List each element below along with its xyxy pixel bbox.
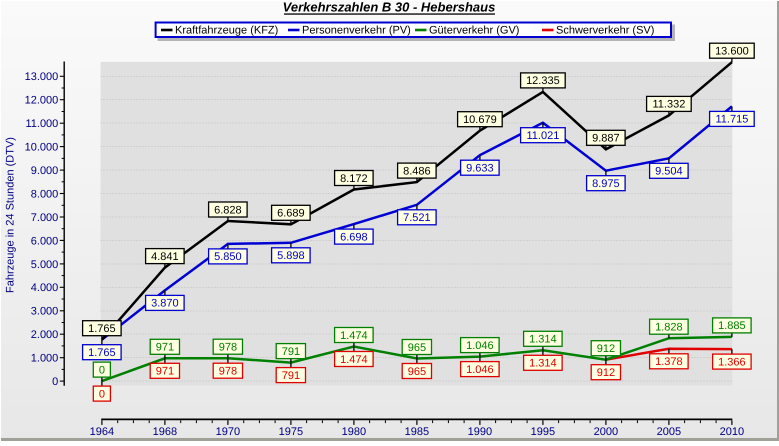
svg-text:Fahrzeuge in 24 Stunden (DTV): Fahrzeuge in 24 Stunden (DTV) bbox=[5, 137, 17, 293]
svg-text:1990: 1990 bbox=[468, 426, 492, 438]
svg-text:1.000: 1.000 bbox=[31, 353, 59, 365]
svg-text:9.000: 9.000 bbox=[31, 165, 59, 177]
svg-text:1.046: 1.046 bbox=[466, 364, 494, 376]
svg-text:791: 791 bbox=[282, 370, 300, 382]
svg-text:1980: 1980 bbox=[342, 426, 366, 438]
svg-text:2000: 2000 bbox=[594, 426, 618, 438]
svg-text:978: 978 bbox=[219, 366, 237, 378]
svg-text:912: 912 bbox=[597, 367, 615, 379]
svg-text:1.765: 1.765 bbox=[88, 323, 116, 335]
svg-text:11.021: 11.021 bbox=[526, 130, 559, 142]
svg-text:5.850: 5.850 bbox=[214, 251, 242, 263]
svg-text:1.474: 1.474 bbox=[340, 354, 368, 366]
svg-text:1.765: 1.765 bbox=[88, 347, 116, 359]
svg-text:971: 971 bbox=[156, 366, 174, 378]
svg-text:11.715: 11.715 bbox=[715, 114, 748, 126]
svg-text:0: 0 bbox=[99, 388, 105, 400]
svg-text:1964: 1964 bbox=[90, 426, 114, 438]
svg-text:978: 978 bbox=[219, 342, 237, 354]
svg-text:13.000: 13.000 bbox=[25, 71, 59, 83]
svg-text:8.975: 8.975 bbox=[592, 178, 620, 190]
svg-text:Kraftfahrzeuge (KFZ): Kraftfahrzeuge (KFZ) bbox=[175, 25, 278, 37]
svg-text:1985: 1985 bbox=[405, 426, 429, 438]
svg-text:5.000: 5.000 bbox=[31, 259, 59, 271]
svg-text:1.828: 1.828 bbox=[655, 322, 683, 334]
svg-text:7.521: 7.521 bbox=[403, 212, 431, 224]
svg-text:965: 965 bbox=[408, 366, 426, 378]
svg-text:1.885: 1.885 bbox=[718, 320, 746, 332]
svg-text:11.000: 11.000 bbox=[25, 118, 58, 130]
svg-text:0: 0 bbox=[52, 376, 58, 388]
svg-text:791: 791 bbox=[282, 346, 300, 358]
svg-text:1.314: 1.314 bbox=[529, 358, 557, 370]
svg-text:12.000: 12.000 bbox=[25, 95, 59, 107]
svg-text:9.633: 9.633 bbox=[466, 163, 494, 175]
svg-text:1.366: 1.366 bbox=[718, 356, 746, 368]
svg-text:971: 971 bbox=[156, 342, 174, 354]
svg-text:6.828: 6.828 bbox=[214, 204, 242, 216]
svg-text:1.314: 1.314 bbox=[529, 334, 557, 346]
svg-text:1.474: 1.474 bbox=[340, 330, 368, 342]
svg-text:2.000: 2.000 bbox=[31, 329, 59, 341]
svg-text:10.679: 10.679 bbox=[463, 114, 497, 126]
svg-text:9.504: 9.504 bbox=[655, 166, 683, 178]
svg-text:12.335: 12.335 bbox=[526, 75, 560, 87]
svg-text:4.841: 4.841 bbox=[151, 251, 179, 263]
svg-text:11.332: 11.332 bbox=[652, 99, 685, 111]
svg-text:1975: 1975 bbox=[279, 426, 303, 438]
svg-text:5.898: 5.898 bbox=[277, 250, 305, 262]
svg-text:13.600: 13.600 bbox=[715, 46, 749, 58]
svg-text:1995: 1995 bbox=[531, 426, 555, 438]
svg-text:8.486: 8.486 bbox=[403, 165, 431, 177]
svg-text:3.870: 3.870 bbox=[151, 298, 179, 310]
svg-text:6.000: 6.000 bbox=[31, 235, 59, 247]
svg-text:1968: 1968 bbox=[153, 426, 177, 438]
svg-text:912: 912 bbox=[597, 343, 615, 355]
svg-text:7.000: 7.000 bbox=[31, 212, 59, 224]
svg-text:Personenverkehr (PV): Personenverkehr (PV) bbox=[302, 25, 411, 37]
svg-text:2005: 2005 bbox=[657, 426, 681, 438]
svg-text:2010: 2010 bbox=[720, 426, 744, 438]
svg-text:6.689: 6.689 bbox=[277, 208, 305, 220]
svg-text:965: 965 bbox=[408, 342, 426, 354]
svg-text:0: 0 bbox=[99, 364, 105, 376]
svg-text:1.378: 1.378 bbox=[655, 356, 683, 368]
svg-text:3.000: 3.000 bbox=[31, 306, 59, 318]
svg-text:Verkehrszahlen B 30 - Hebersha: Verkehrszahlen B 30 - Hebershaus bbox=[283, 0, 496, 15]
svg-text:Schwerverkehr (SV): Schwerverkehr (SV) bbox=[556, 25, 654, 37]
svg-text:10.000: 10.000 bbox=[25, 142, 59, 154]
svg-text:Güterverkehr (GV): Güterverkehr (GV) bbox=[429, 25, 519, 37]
svg-text:1970: 1970 bbox=[216, 426, 240, 438]
svg-text:4.000: 4.000 bbox=[31, 282, 59, 294]
svg-text:8.172: 8.172 bbox=[340, 173, 368, 185]
svg-text:6.698: 6.698 bbox=[340, 231, 368, 243]
svg-text:8.000: 8.000 bbox=[31, 188, 59, 200]
svg-text:1.046: 1.046 bbox=[466, 340, 494, 352]
svg-text:9.887: 9.887 bbox=[592, 133, 620, 145]
